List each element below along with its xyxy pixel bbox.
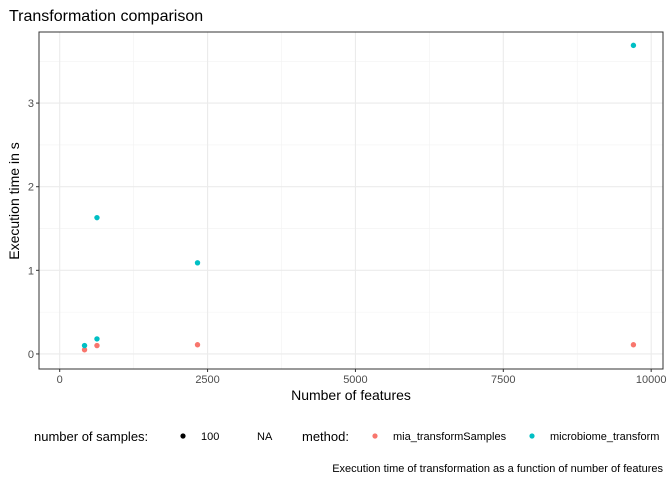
size-legend-key-100 — [180, 433, 186, 439]
color-legend-label-mia: mia_transformSamples — [393, 431, 507, 443]
x-tick-label: 10000 — [636, 374, 667, 386]
chart-title: Transformation comparison — [9, 8, 203, 25]
data-point-mia-transformsamples — [630, 342, 637, 348]
x-tick-label: 7500 — [491, 374, 515, 386]
size-legend-label-na: NA — [257, 431, 273, 443]
x-axis-title: Number of features — [291, 387, 411, 403]
y-tick-label: 0 — [28, 349, 34, 361]
axes: 0 2500 5000 7500 10000 0 1 2 3 — [28, 98, 667, 386]
data-points — [81, 42, 637, 353]
grid — [39, 32, 663, 369]
y-tick-label: 1 — [28, 265, 34, 277]
size-legend-label-100: 100 — [201, 431, 219, 443]
chart-caption: Execution time of transformation as a fu… — [332, 463, 663, 475]
color-legend-label-microbiome: microbiome_transform — [550, 431, 659, 443]
data-point-microbiome-transform — [194, 260, 201, 266]
data-point-mia-transformsamples — [194, 342, 201, 348]
color-legend-key-microbiome — [529, 433, 535, 439]
data-point-microbiome-transform — [630, 42, 637, 49]
data-point-mia-transformsamples — [94, 342, 100, 349]
size-legend-title: number of samples: — [34, 429, 148, 444]
y-tick-label: 2 — [28, 182, 34, 194]
legend: number of samples: 100 NA method: mia_tr… — [34, 429, 659, 444]
data-point-mia-transformsamples — [81, 347, 88, 353]
x-tick-label: 2500 — [195, 374, 219, 386]
panel-border — [38, 31, 664, 370]
y-axis-title: Execution time in s — [6, 142, 22, 260]
color-legend-title: method: — [302, 429, 349, 444]
y-tick-label: 3 — [28, 98, 34, 110]
data-point-microbiome-transform — [94, 336, 100, 342]
color-legend-key-mia — [372, 433, 378, 439]
x-tick-label: 0 — [57, 374, 63, 386]
data-point-microbiome-transform — [81, 342, 88, 349]
panel-background — [39, 32, 663, 369]
x-tick-label: 5000 — [343, 374, 367, 386]
data-point-microbiome-transform — [94, 214, 100, 221]
